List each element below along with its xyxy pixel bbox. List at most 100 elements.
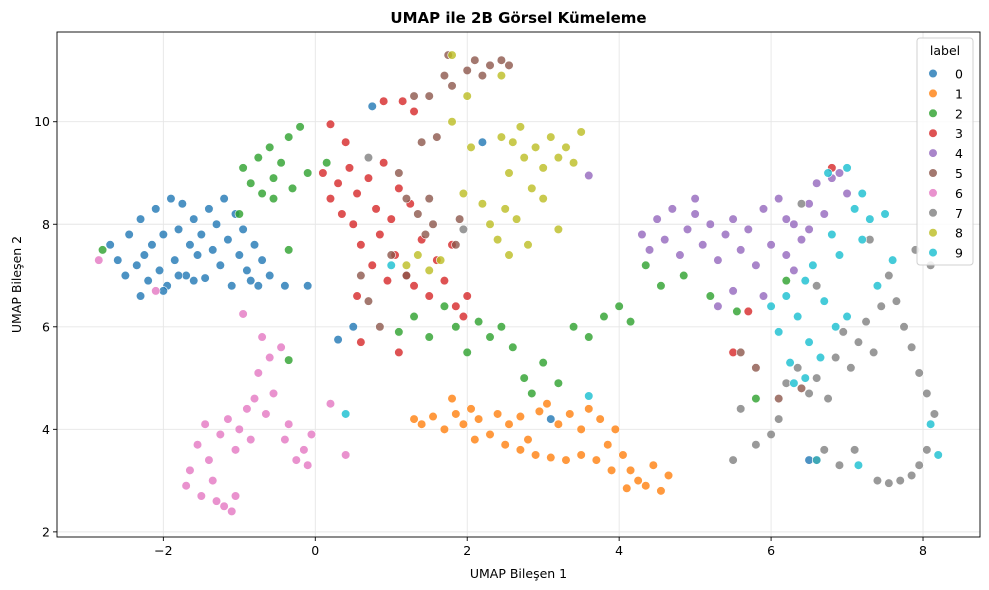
data-point-label-3	[382, 276, 393, 286]
data-point-label-6	[151, 286, 161, 296]
data-point-label-0	[173, 224, 184, 234]
data-point-label-6	[223, 414, 233, 424]
data-point-label-7	[884, 270, 894, 281]
data-point-label-0	[257, 255, 267, 265]
data-point-label-1	[546, 452, 556, 463]
data-point-label-2	[568, 322, 579, 332]
legend-marker-0	[928, 68, 938, 79]
data-point-label-4	[690, 194, 700, 204]
data-point-label-7	[876, 301, 886, 311]
data-point-label-7	[458, 224, 469, 234]
data-point-label-6	[249, 393, 260, 404]
legend-label-8: 8	[955, 226, 963, 241]
data-point-label-8	[424, 265, 434, 276]
data-point-label-2	[276, 158, 286, 168]
data-point-label-0	[219, 194, 229, 204]
data-point-label-8	[447, 117, 457, 127]
data-point-label-4	[728, 214, 738, 224]
data-point-label-6	[246, 434, 256, 445]
data-point-label-4	[789, 265, 799, 276]
data-point-label-2	[268, 173, 279, 183]
data-point-label-3	[344, 163, 355, 173]
data-point-label-6	[253, 368, 263, 378]
y-axis-label: UMAP Bileşen 2	[9, 236, 24, 333]
data-point-label-9	[800, 276, 810, 286]
data-point-label-8	[477, 199, 488, 209]
data-point-label-0	[223, 235, 233, 245]
data-point-label-1	[542, 399, 552, 409]
data-point-label-1	[515, 445, 525, 455]
data-point-label-8	[462, 91, 472, 101]
data-point-label-0	[546, 414, 556, 424]
data-point-label-3	[398, 96, 408, 106]
data-point-label-7	[869, 347, 879, 358]
data-point-label-2	[253, 153, 263, 163]
data-point-label-0	[173, 270, 184, 281]
legend: label 0 1 2 3 4 5 6 7 8 9	[916, 37, 974, 266]
data-point-label-8	[512, 214, 522, 224]
data-point-label-4	[675, 250, 685, 260]
data-point-label-5	[386, 250, 396, 260]
data-point-label-0	[227, 281, 237, 291]
data-point-label-0	[211, 219, 222, 229]
data-point-label-6	[257, 332, 267, 342]
data-point-label-1	[466, 404, 476, 414]
data-point-label-1	[553, 419, 563, 429]
data-point-label-6	[211, 496, 222, 506]
data-point-label-0	[265, 270, 275, 281]
data-point-label-2	[462, 347, 472, 358]
data-point-label-3	[451, 301, 461, 311]
data-point-label-4	[758, 291, 769, 301]
data-point-label-2	[705, 291, 715, 301]
data-point-label-5	[432, 132, 442, 142]
data-point-label-4	[660, 235, 670, 245]
data-point-label-9	[804, 337, 814, 347]
data-point-label-8	[496, 70, 507, 81]
y-tick-label: 10	[34, 114, 50, 129]
axis-ticks: −2 0 2 4 6 8 2 4 6 8 10	[34, 114, 927, 558]
data-point-label-3	[375, 229, 385, 240]
data-point-label-7	[895, 476, 905, 486]
x-tick-label: 0	[311, 543, 319, 558]
data-point-label-6	[185, 465, 195, 475]
data-point-label-5	[428, 219, 438, 229]
data-point-label-3	[337, 209, 347, 219]
data-point-label-7	[850, 445, 860, 455]
data-point-label-9	[857, 188, 867, 199]
data-point-label-1	[534, 406, 544, 416]
data-point-label-7	[922, 388, 932, 399]
data-point-label-5	[462, 65, 472, 76]
data-point-label-8	[500, 204, 510, 214]
data-point-label-6	[94, 255, 104, 265]
x-tick-label: 2	[463, 543, 471, 558]
data-point-label-2	[303, 168, 313, 178]
data-point-label-2	[439, 301, 450, 311]
data-point-label-1	[439, 424, 450, 434]
data-point-label-3	[439, 276, 450, 286]
data-point-label-4	[842, 188, 852, 199]
data-point-label-0	[170, 255, 180, 265]
data-point-label-9	[812, 455, 822, 465]
data-point-label-9	[853, 460, 864, 470]
data-point-label-3	[348, 219, 358, 229]
data-point-label-4	[834, 168, 845, 178]
data-point-label-4	[637, 229, 647, 240]
data-point-label-0	[238, 224, 248, 234]
data-point-label-7	[728, 455, 738, 465]
data-point-label-0	[208, 245, 218, 255]
data-point-label-8	[538, 163, 548, 173]
data-point-label-1	[622, 483, 632, 493]
data-point-label-3	[371, 204, 381, 214]
data-point-label-6	[325, 399, 336, 409]
data-point-label-2	[295, 122, 305, 132]
data-point-label-1	[458, 419, 469, 429]
data-point-label-5	[455, 214, 465, 224]
data-point-label-0	[143, 276, 153, 286]
data-point-label-9	[827, 229, 837, 240]
data-point-label-2	[451, 322, 461, 332]
data-point-label-3	[352, 188, 362, 199]
legend-box	[916, 37, 974, 266]
data-point-label-0	[204, 204, 214, 214]
data-point-label-1	[530, 450, 541, 460]
data-point-label-8	[485, 219, 495, 229]
